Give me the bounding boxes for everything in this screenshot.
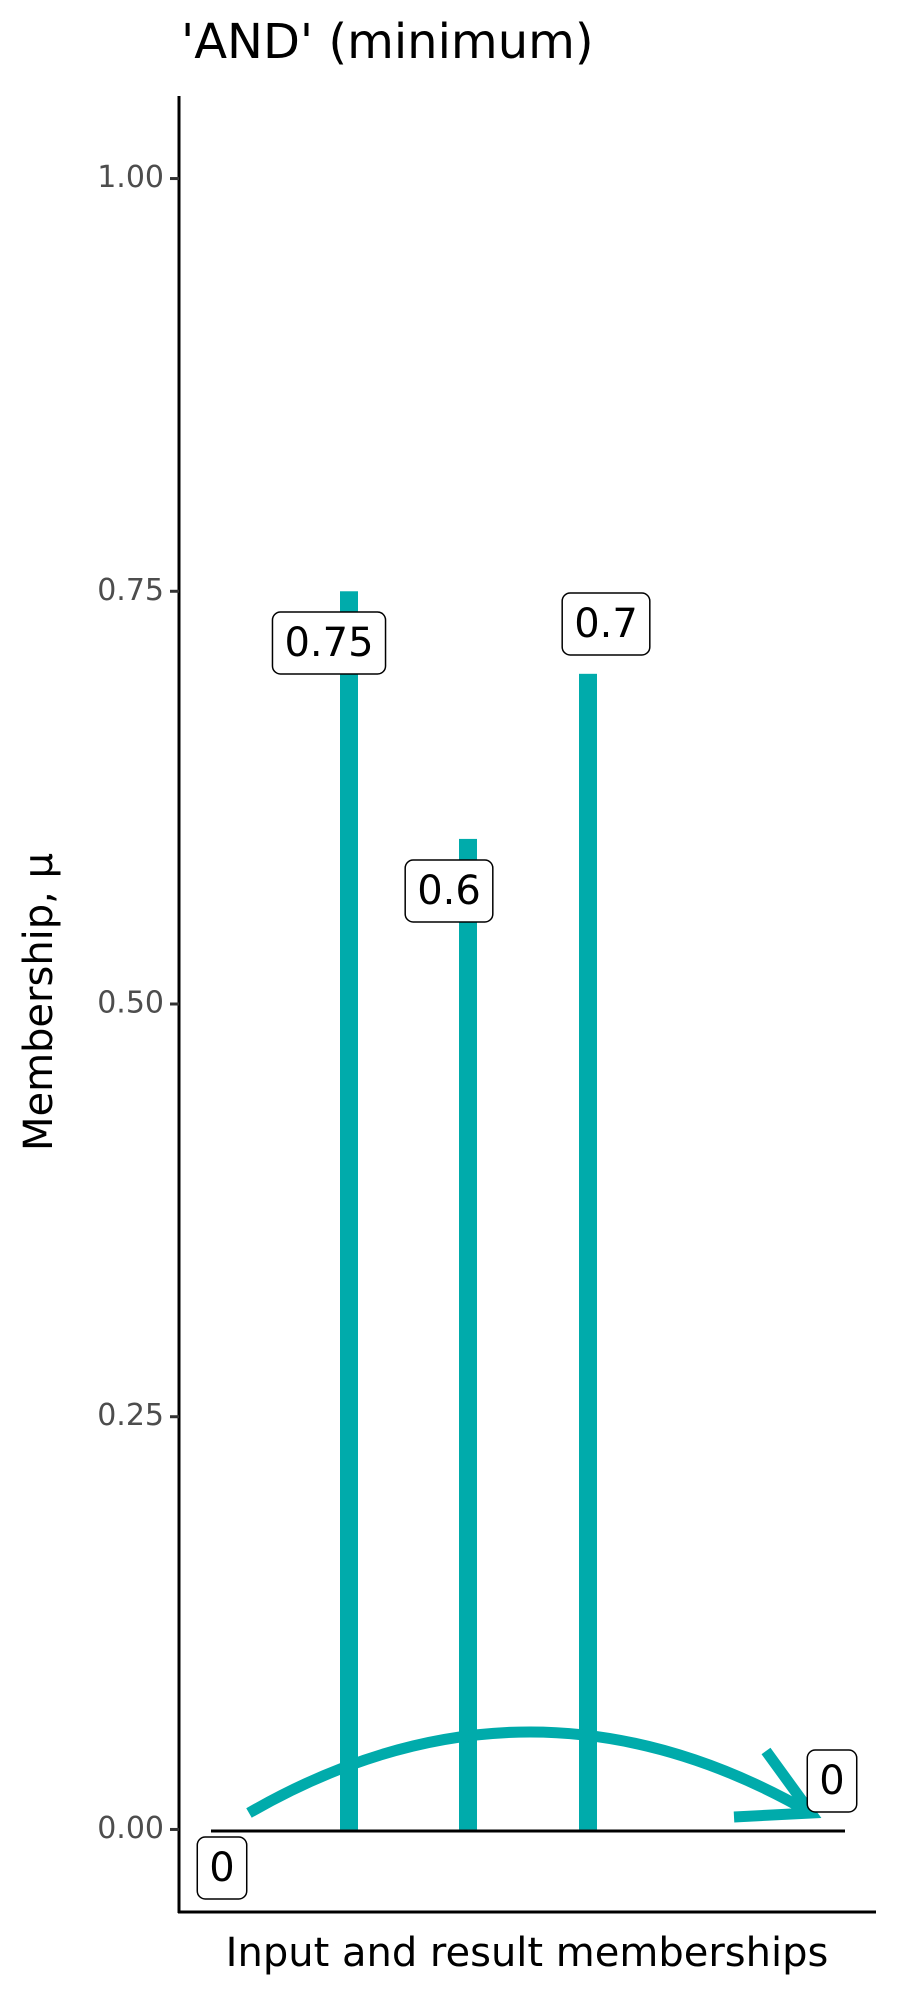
x-axis-title: Input and result memberships: [226, 1930, 829, 1976]
arrow-curve: [246, 1726, 814, 1818]
y-tick-label: 1.00: [97, 160, 164, 195]
marks: [340, 591, 597, 1830]
value-label: 0.7: [574, 601, 638, 647]
y-axis-title: Membership, μ: [16, 853, 62, 1151]
arrow-head: [733, 1747, 822, 1823]
value-label: 0.6: [417, 868, 481, 914]
bar: [459, 838, 477, 1830]
value-label: 0.75: [284, 620, 373, 666]
value-label: 0: [209, 1845, 234, 1891]
value-label-box: [561, 592, 651, 656]
y-tick-label: 0.50: [97, 986, 164, 1021]
value-label-box: [271, 611, 387, 675]
bar: [340, 591, 358, 1830]
value-label-box: [404, 859, 494, 923]
chart-title: 'AND' (minimum): [181, 14, 594, 70]
y-tick-label: 0.00: [97, 1811, 164, 1846]
value-label: 0: [819, 1758, 844, 1804]
y-tick-label: 0.25: [97, 1398, 164, 1433]
labels: 0 0.75 0.6 0.7 0: [196, 592, 858, 1900]
value-label-box: [806, 1749, 858, 1813]
y-tick-label: 0.75: [97, 573, 164, 608]
bar: [579, 673, 597, 1830]
value-label-box: [196, 1836, 248, 1900]
